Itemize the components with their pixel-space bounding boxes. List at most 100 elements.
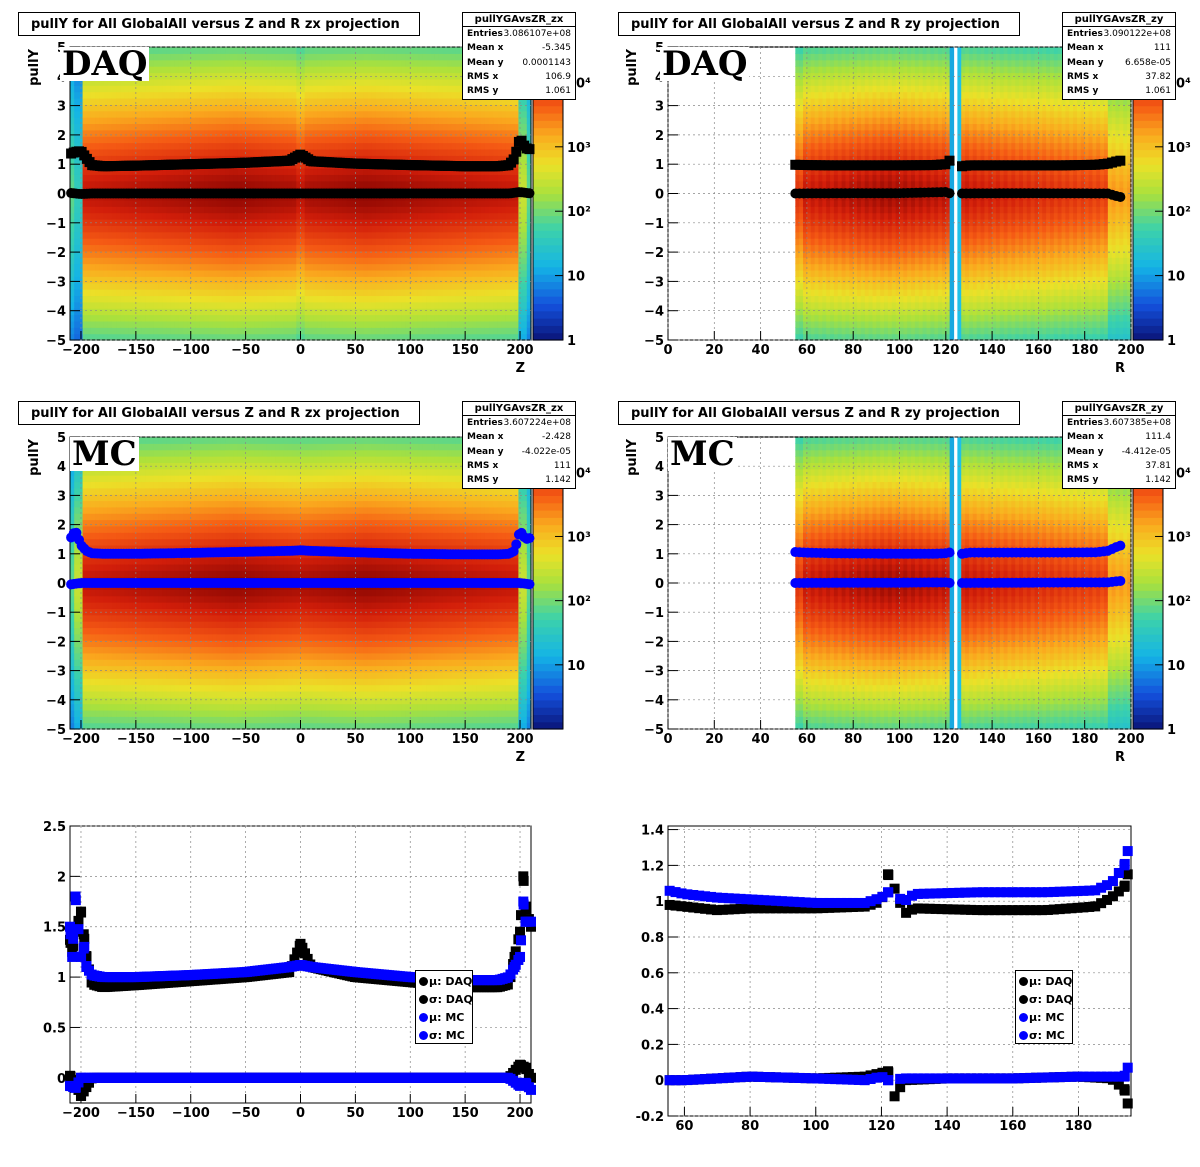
heat-cell [426, 225, 432, 233]
heat-cell [103, 263, 109, 271]
heat-cell [463, 263, 469, 271]
heat-cell [116, 142, 121, 150]
heat-cell [275, 308, 281, 316]
heat-cell [254, 85, 260, 93]
heat-cell [212, 59, 218, 67]
heat-cell [354, 263, 360, 271]
heat-cell [132, 333, 138, 341]
heat-cell [246, 282, 251, 290]
heat-cell [367, 295, 373, 303]
heat-cell [459, 206, 465, 214]
heat-cell [166, 174, 172, 182]
heat-cell [183, 257, 188, 265]
heat-cell [216, 136, 222, 144]
heat-cell [514, 257, 520, 265]
heat-cell [271, 327, 276, 335]
heat-cell [241, 78, 247, 86]
heat-cell [158, 282, 163, 290]
heat-cell [204, 206, 209, 214]
heat-cell [392, 320, 398, 328]
heat-cell [233, 206, 239, 214]
heat-cell [329, 206, 335, 214]
heat-cell [442, 212, 448, 220]
heat-cell [392, 85, 398, 93]
heat-cell [430, 136, 436, 144]
heat-cell [442, 110, 448, 118]
heat-cell [74, 276, 79, 284]
heat-cell [187, 212, 193, 220]
heat-cell [325, 231, 331, 239]
heat-cell [371, 199, 377, 207]
heat-cell [229, 110, 235, 118]
heat-cell [225, 72, 230, 80]
heat-cell [90, 104, 96, 112]
heat-cell [90, 78, 96, 86]
heat-cell [250, 295, 255, 303]
heat-cell [484, 301, 490, 309]
heat-cell [363, 238, 369, 246]
heat-cell [250, 142, 255, 150]
heat-cell [417, 282, 423, 290]
heat-cell [241, 97, 247, 105]
heat-cell [174, 136, 180, 144]
heat-cell [434, 327, 440, 335]
heat-cell [178, 295, 184, 303]
heat-cell [426, 123, 432, 131]
heat-cell [266, 238, 272, 246]
heat-cell [522, 244, 528, 252]
heat-cell [271, 263, 276, 271]
heat-cell [384, 199, 390, 207]
heat-cell [250, 276, 255, 284]
heat-cell [338, 59, 344, 67]
heat-cell [455, 327, 461, 335]
heat-cell [489, 180, 494, 188]
heat-cell [518, 308, 524, 316]
heat-cell [401, 142, 406, 150]
heat-cell [300, 78, 306, 86]
heat-cell [266, 212, 272, 220]
heat-cell [354, 85, 360, 93]
heat-cell [258, 66, 264, 74]
heat-cell [283, 212, 289, 220]
heat-cell [275, 168, 281, 175]
heat-cell [103, 104, 109, 112]
heat-cell [166, 327, 172, 335]
heat-cell [447, 238, 452, 246]
heat-cell [166, 333, 172, 341]
heat-cell [162, 136, 167, 144]
heat-cell [472, 238, 478, 246]
heat-cell [195, 53, 201, 61]
heat-cell [262, 53, 268, 61]
heat-cell [103, 333, 109, 341]
heat-cell [388, 168, 394, 175]
heat-cell [296, 110, 302, 118]
heat-cell [250, 218, 255, 226]
heat-cell [384, 66, 390, 74]
heat-cell [484, 123, 490, 131]
heat-cell [468, 136, 473, 144]
heat-cell [262, 269, 268, 277]
heat-cell [258, 110, 264, 118]
heat-cell [250, 231, 255, 239]
heat-cell [476, 129, 482, 137]
heat-cell [463, 238, 469, 246]
heat-cell [237, 257, 243, 265]
heat-cell [229, 301, 235, 309]
heat-cell [363, 174, 369, 182]
heat-cell [451, 66, 457, 74]
heat-cell [296, 269, 302, 277]
heat-cell [426, 218, 432, 226]
heat-cell [178, 282, 184, 290]
heat-cell [510, 206, 515, 214]
heat-cell [417, 136, 423, 144]
heat-cell [442, 168, 448, 175]
heat-cell [124, 257, 130, 265]
heat-cell [363, 117, 369, 125]
heat-cell [174, 212, 180, 220]
heat-cell [141, 263, 147, 271]
heat-cell [472, 308, 478, 316]
heat-cell [455, 85, 461, 93]
heat-cell [375, 301, 381, 309]
heat-cell [262, 59, 268, 67]
heat-cell [204, 66, 209, 74]
